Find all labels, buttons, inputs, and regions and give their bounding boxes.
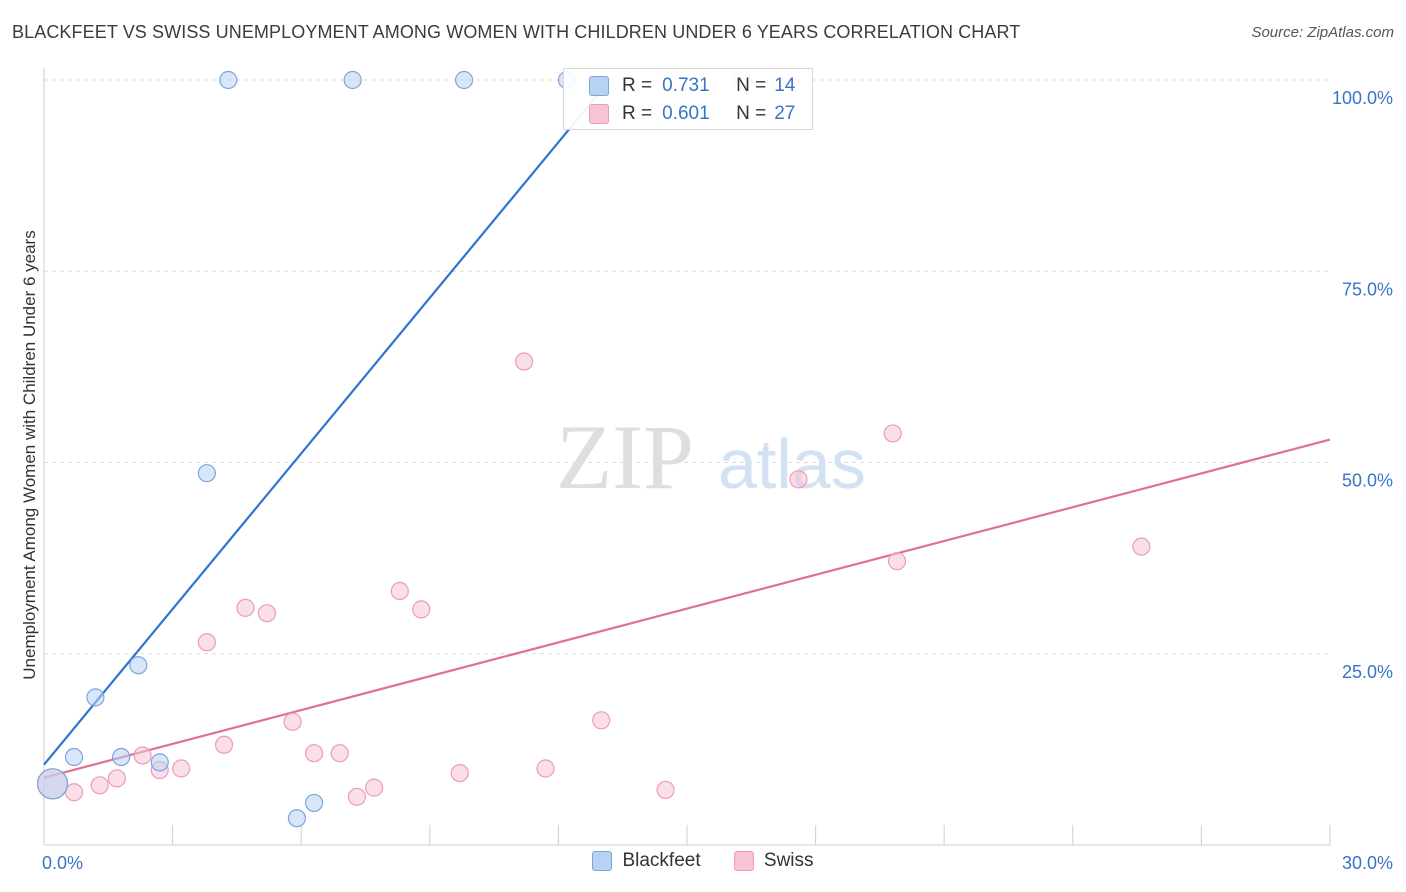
watermark-zip: ZIP bbox=[556, 406, 694, 508]
blackfeet-n-value: 14 bbox=[774, 75, 796, 96]
point-swiss bbox=[172, 759, 191, 778]
point-swiss bbox=[236, 598, 255, 617]
point-blackfeet bbox=[343, 70, 362, 90]
point-blackfeet bbox=[197, 464, 216, 483]
legend-item-blackfeet[interactable]: Blackfeet bbox=[592, 850, 701, 872]
point-blackfeet bbox=[64, 747, 84, 767]
point-swiss bbox=[592, 711, 611, 730]
point-swiss bbox=[90, 776, 109, 795]
legend-swatch-blackfeet bbox=[592, 851, 613, 871]
n-label: N = bbox=[736, 103, 767, 124]
x-ticks bbox=[172, 825, 1331, 845]
x-tick-label: 30.0% bbox=[1342, 853, 1393, 873]
stat-row-swiss: R = 0.601 N = 27 bbox=[564, 100, 795, 128]
point-swiss bbox=[304, 744, 324, 763]
point-blackfeet bbox=[304, 793, 324, 813]
point-swiss bbox=[364, 778, 384, 797]
y-tick-label: 75.0% bbox=[1342, 279, 1393, 299]
x-tick-label: 0.0% bbox=[42, 853, 83, 873]
point-swiss bbox=[450, 763, 469, 783]
point-swiss bbox=[64, 783, 84, 802]
watermark-atlas: atlas bbox=[718, 425, 866, 503]
y-tick-label: 50.0% bbox=[1342, 471, 1393, 491]
point-swiss bbox=[214, 735, 234, 754]
point-swiss bbox=[656, 780, 675, 800]
source-label: Source: ZipAtlas.com bbox=[1251, 24, 1394, 41]
point-swiss bbox=[390, 581, 409, 601]
trend-line-swiss bbox=[43, 438, 1331, 779]
point-swiss bbox=[330, 744, 349, 763]
stat-row-blackfeet: R = 0.731 N = 14 bbox=[564, 72, 795, 100]
point-swiss bbox=[412, 600, 431, 619]
point-swiss bbox=[789, 470, 808, 489]
point-swiss bbox=[197, 633, 216, 652]
legend-label-blackfeet: Blackfeet bbox=[622, 850, 701, 871]
point-swiss bbox=[515, 352, 534, 371]
gridlines bbox=[44, 79, 1330, 655]
y-tick-label: 100.0% bbox=[1332, 88, 1393, 108]
point-blackfeet bbox=[219, 70, 238, 90]
point-swiss bbox=[283, 712, 302, 731]
point-blackfeet bbox=[287, 809, 307, 828]
legend-item-swiss[interactable]: Swiss bbox=[733, 850, 814, 872]
chart-title: BLACKFEET VS SWISS UNEMPLOYMENT AMONG WO… bbox=[12, 22, 1021, 42]
point-blackfeet bbox=[36, 768, 69, 800]
trend-line-blackfeet bbox=[43, 79, 611, 766]
trend-lines bbox=[43, 79, 1331, 779]
legend: Blackfeet Swiss bbox=[0, 850, 1406, 877]
point-swiss bbox=[133, 746, 152, 765]
tick-labels: 25.0% 50.0% 75.0% 100.0% 0.0% 30.0% bbox=[42, 88, 1393, 873]
point-blackfeet bbox=[112, 747, 131, 767]
watermark: ZIP atlas bbox=[556, 406, 866, 508]
y-tick-label: 25.0% bbox=[1342, 662, 1393, 682]
point-swiss bbox=[887, 552, 907, 571]
data-points bbox=[36, 70, 1151, 828]
correlation-stats-box: R = 0.731 N = 14 R = 0.601 N = 27 bbox=[563, 68, 813, 130]
legend-label-swiss: Swiss bbox=[763, 850, 814, 871]
r-label: R = bbox=[622, 103, 653, 124]
point-blackfeet bbox=[150, 753, 169, 772]
point-blackfeet bbox=[86, 688, 105, 707]
r-label: R = bbox=[622, 75, 653, 96]
point-swiss bbox=[536, 759, 555, 778]
point-blackfeet bbox=[129, 656, 148, 675]
point-swiss bbox=[883, 424, 902, 443]
blackfeet-swatch bbox=[589, 76, 609, 96]
point-swiss bbox=[347, 787, 367, 806]
point-blackfeet bbox=[454, 70, 474, 90]
swiss-r-value: 0.601 bbox=[662, 103, 710, 124]
swiss-n-value: 27 bbox=[774, 103, 796, 124]
legend-swatch-swiss bbox=[733, 851, 754, 871]
point-swiss bbox=[257, 604, 277, 623]
swiss-swatch bbox=[589, 104, 609, 124]
n-label: N = bbox=[736, 75, 767, 96]
blackfeet-r-value: 0.731 bbox=[662, 75, 710, 96]
point-swiss bbox=[107, 769, 126, 788]
point-swiss bbox=[1132, 537, 1151, 556]
